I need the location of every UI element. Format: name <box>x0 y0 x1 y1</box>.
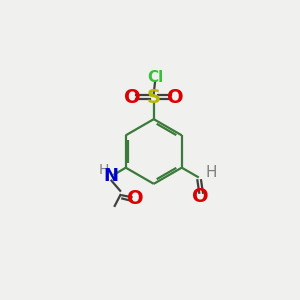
Text: H: H <box>99 163 109 177</box>
Text: Cl: Cl <box>148 70 164 85</box>
Text: N: N <box>103 167 118 185</box>
Text: O: O <box>192 187 209 206</box>
Text: O: O <box>127 189 143 208</box>
Text: H: H <box>205 165 217 180</box>
Text: O: O <box>124 88 141 107</box>
Text: O: O <box>167 88 183 107</box>
Text: S: S <box>147 88 161 107</box>
